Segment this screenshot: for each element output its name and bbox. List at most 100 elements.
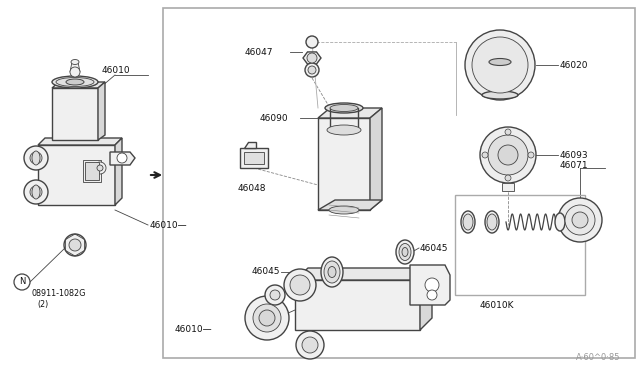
Circle shape	[480, 127, 536, 183]
Ellipse shape	[485, 211, 499, 233]
Circle shape	[30, 152, 42, 164]
Circle shape	[472, 37, 528, 93]
Polygon shape	[318, 118, 370, 210]
Polygon shape	[98, 82, 105, 140]
Circle shape	[302, 337, 318, 353]
Polygon shape	[52, 82, 105, 88]
Circle shape	[30, 186, 42, 198]
Circle shape	[558, 198, 602, 242]
Ellipse shape	[328, 266, 336, 278]
Circle shape	[94, 162, 106, 174]
Circle shape	[505, 129, 511, 135]
Circle shape	[24, 146, 48, 170]
Polygon shape	[318, 108, 382, 118]
Polygon shape	[110, 152, 135, 165]
Text: 46071: 46071	[560, 160, 589, 170]
Ellipse shape	[52, 76, 98, 88]
Circle shape	[306, 36, 318, 48]
Polygon shape	[370, 108, 382, 210]
Bar	[83, 160, 101, 182]
Polygon shape	[115, 138, 122, 205]
Bar	[502, 183, 514, 191]
Polygon shape	[303, 52, 321, 64]
Ellipse shape	[399, 244, 411, 260]
Circle shape	[296, 331, 324, 359]
Ellipse shape	[463, 214, 473, 230]
Polygon shape	[38, 145, 115, 205]
Circle shape	[305, 63, 319, 77]
Text: 46010: 46010	[102, 65, 131, 74]
Text: 46045: 46045	[252, 267, 280, 276]
Circle shape	[265, 285, 285, 305]
Polygon shape	[52, 88, 98, 140]
Ellipse shape	[329, 206, 359, 214]
Ellipse shape	[56, 77, 94, 87]
Ellipse shape	[482, 91, 518, 99]
Text: N: N	[19, 278, 25, 286]
Bar	[85, 162, 99, 180]
Text: 46010K: 46010K	[480, 301, 515, 310]
Ellipse shape	[32, 151, 40, 165]
Circle shape	[259, 310, 275, 326]
Bar	[455, 195, 585, 295]
Circle shape	[425, 278, 439, 292]
Circle shape	[307, 53, 317, 63]
Bar	[330, 108, 358, 128]
Polygon shape	[295, 268, 432, 280]
Polygon shape	[70, 62, 80, 72]
Text: 46010—: 46010—	[150, 221, 188, 230]
Polygon shape	[420, 268, 432, 330]
Circle shape	[565, 205, 595, 235]
Polygon shape	[410, 265, 450, 305]
Circle shape	[14, 274, 30, 290]
Circle shape	[270, 290, 280, 300]
Text: 08911-1082G: 08911-1082G	[32, 289, 86, 298]
Text: 46093: 46093	[560, 151, 589, 160]
Circle shape	[69, 239, 81, 251]
Circle shape	[97, 165, 103, 171]
Text: 46047: 46047	[245, 48, 273, 57]
Ellipse shape	[325, 103, 363, 113]
Ellipse shape	[32, 185, 40, 199]
Ellipse shape	[321, 257, 343, 287]
Polygon shape	[244, 142, 256, 148]
Ellipse shape	[396, 240, 414, 264]
Polygon shape	[38, 138, 122, 145]
Ellipse shape	[461, 211, 475, 233]
Ellipse shape	[402, 247, 408, 257]
Text: 46020: 46020	[560, 61, 589, 70]
Ellipse shape	[71, 60, 79, 64]
Circle shape	[572, 212, 588, 228]
Text: 46090: 46090	[260, 113, 289, 122]
Circle shape	[505, 175, 511, 181]
Text: (2): (2)	[37, 301, 48, 310]
Polygon shape	[318, 200, 382, 210]
Ellipse shape	[327, 125, 361, 135]
Text: 46048: 46048	[238, 183, 266, 192]
Text: 46045: 46045	[420, 244, 449, 253]
Text: 46010—: 46010—	[175, 326, 212, 334]
Circle shape	[488, 135, 528, 175]
Circle shape	[482, 152, 488, 158]
Text: A·60^0·85: A·60^0·85	[575, 353, 620, 362]
Circle shape	[64, 234, 86, 256]
Circle shape	[24, 180, 48, 204]
Ellipse shape	[555, 213, 565, 231]
Circle shape	[528, 152, 534, 158]
Bar	[244, 152, 264, 164]
Circle shape	[498, 145, 518, 165]
Circle shape	[427, 290, 437, 300]
Ellipse shape	[489, 58, 511, 65]
Polygon shape	[295, 280, 420, 330]
Circle shape	[284, 269, 316, 301]
Polygon shape	[240, 148, 268, 168]
Ellipse shape	[330, 105, 358, 112]
Bar	[163, 8, 635, 358]
Circle shape	[117, 153, 127, 163]
Ellipse shape	[66, 79, 84, 85]
Circle shape	[290, 275, 310, 295]
Circle shape	[253, 304, 281, 332]
Ellipse shape	[324, 261, 340, 283]
Circle shape	[245, 296, 289, 340]
Circle shape	[465, 30, 535, 100]
